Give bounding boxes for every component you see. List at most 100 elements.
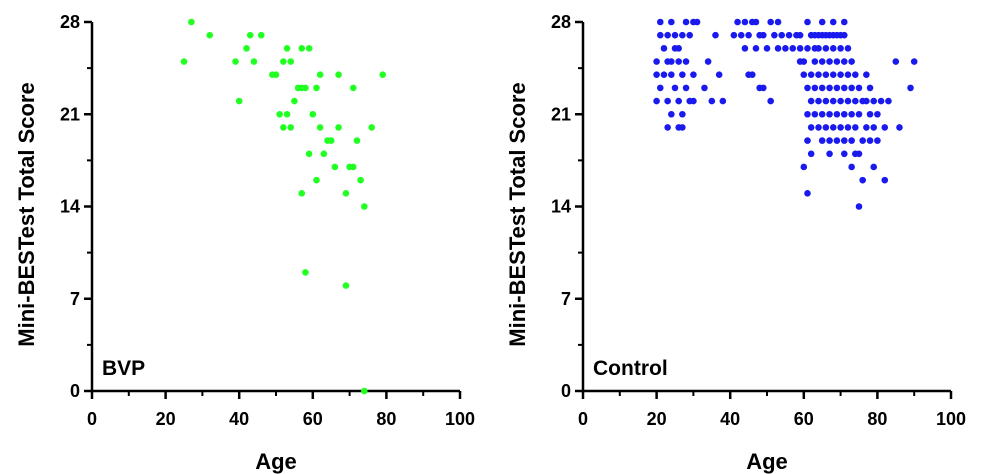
data-point [785,31,793,39]
data-point [335,124,342,131]
data-point [852,97,859,105]
data-point [682,84,690,92]
data-point [730,31,738,39]
data-point [807,124,815,131]
data-point [881,176,889,184]
data-point [807,97,815,105]
data-point [243,45,250,52]
data-point [313,84,320,92]
data-point [656,31,664,39]
x-tick-label: 20 [647,409,667,429]
data-point [896,124,903,131]
data-point [682,18,690,26]
data-point [682,58,690,65]
x-tick-label: 80 [867,409,887,429]
data-point [863,124,870,131]
data-point [826,150,833,158]
data-point [302,84,309,92]
data-point [353,137,361,144]
data-point [368,124,375,131]
data-point [675,97,682,105]
data-point [327,137,335,144]
y-tick-label: 28 [551,12,571,32]
data-point [833,58,841,65]
data-point [774,18,782,26]
data-point [866,110,874,118]
data-point [848,163,855,171]
data-point [859,176,866,184]
data-point [671,31,679,39]
bvp-panel: 0 7 14 21 28 0 20 40 60 80 100 Age Mini-BESTest Tota… [14,12,475,474]
data-point [693,18,701,26]
data-point [840,150,848,158]
data-point [679,31,686,39]
data-point [752,18,760,26]
data-point [804,45,811,52]
data-point [660,71,668,79]
data-point [829,45,837,52]
data-point [796,31,804,39]
x-tick-label: 100 [445,409,475,429]
data-point [822,124,830,131]
data-point [342,282,350,289]
data-point [833,137,841,144]
data-point [840,84,848,92]
data-point [829,18,837,26]
data-point [833,84,841,92]
data-point [774,45,782,52]
data-point [837,45,844,52]
y-axis-title: Mini-BESTest Total Score [505,82,530,346]
data-point [818,58,826,65]
data-point [664,97,671,105]
data-point [855,110,863,118]
data-point [690,97,697,105]
data-point [837,97,844,105]
data-point [800,58,808,65]
data-point [656,84,664,92]
data-point [848,58,855,65]
data-point [291,97,298,105]
data-point [811,110,819,118]
data-point [815,124,822,131]
data-point [874,137,881,144]
data-point [763,45,771,52]
data-point [782,45,789,52]
data-point [235,97,243,105]
data-point [257,31,265,39]
data-point [679,71,686,79]
data-point [885,97,892,105]
y-tick-label: 21 [551,104,571,124]
data-point [848,84,855,92]
data-point [280,58,287,65]
x-tick-label: 40 [229,409,249,429]
data-point [283,110,291,118]
data-point [272,71,280,79]
x-axis-title: Age [746,449,788,474]
data-point [331,163,339,171]
data-point [298,45,306,52]
panel-label: Control [593,357,668,380]
data-point [840,58,848,65]
data-point [715,71,723,79]
data-point [246,31,254,39]
data-point [313,176,320,184]
data-point [815,97,822,105]
data-point [316,124,324,131]
data-point [829,97,837,105]
data-point [675,58,682,65]
data-point [748,71,756,79]
data-point [811,84,819,92]
data-point [302,269,309,276]
data-point [250,58,258,65]
data-point [852,71,859,79]
data-point [305,45,313,52]
data-point [679,110,686,118]
y-tick-label: 0 [70,381,80,401]
data-point [840,110,848,118]
data-point [668,71,675,79]
data-point [910,58,918,65]
y-tick-label: 21 [60,104,80,124]
data-point [855,203,863,210]
data-point [822,45,830,52]
